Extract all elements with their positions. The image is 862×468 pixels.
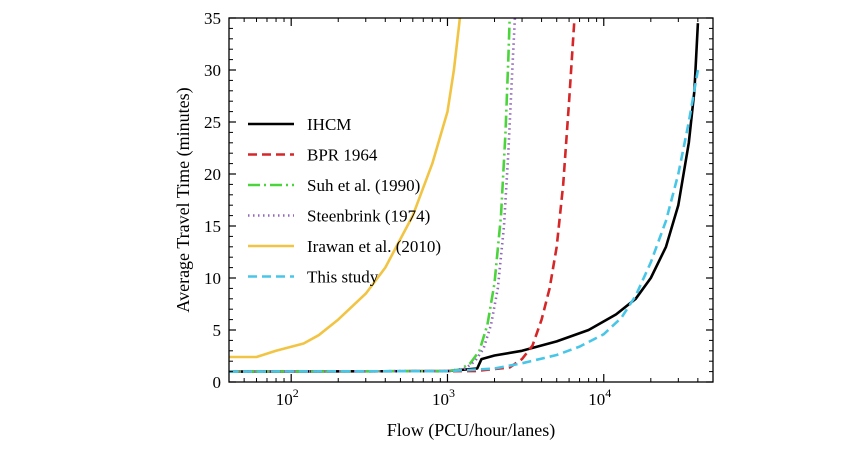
legend-label-3: Steenbrink (1974) [307,207,430,226]
series-line-4 [229,18,462,359]
y-tick-label: 0 [213,373,222,392]
x-axis-title: Flow (PCU/hour/lanes) [387,420,556,441]
y-tick-label: 35 [204,9,221,28]
axis-layer: 0 5 10 15 20 25 30 35 102 103 104 [204,9,714,409]
y-tick-label: 25 [204,113,221,132]
plot-frame [228,17,714,383]
y-tick-label: 15 [204,217,221,236]
y-axis-title: Average Travel Time (minutes) [173,87,194,312]
x-tick-label: 103 [432,386,455,409]
y-tick-label: 10 [204,269,221,288]
legend-label-4: Irawan et al. (2010) [307,237,441,256]
legend-label-0: IHCM [307,115,351,134]
series-line-5 [229,69,700,373]
legend-label-2: Suh et al. (1990) [307,176,420,195]
y-tick-label: 30 [204,61,221,80]
series-layer [229,18,700,373]
legend: IHCM BPR 1964 Suh et al. (1990) Steenbrink … [248,115,441,287]
y-tick-label: 5 [213,321,222,340]
x-tick-label: 102 [276,386,299,409]
x-tick-label: 104 [588,386,611,409]
y-tick-label: 20 [204,165,221,184]
series-line-0 [229,23,700,373]
legend-label-1: BPR 1964 [307,146,378,165]
legend-label-5: This study [307,268,379,287]
